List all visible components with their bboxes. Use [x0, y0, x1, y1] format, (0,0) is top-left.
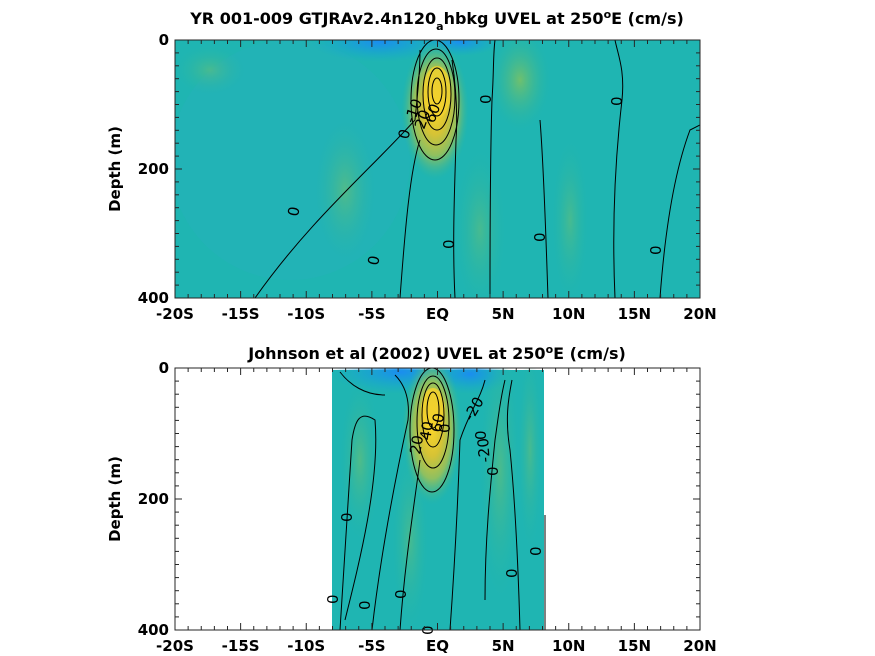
contour-label: 0 — [503, 568, 521, 578]
x-tick-label: -5S — [358, 305, 385, 323]
contour-label: 0 — [647, 245, 665, 255]
x-tick-label: 10N — [552, 637, 585, 655]
contour-label: 0 — [477, 94, 495, 104]
y-tick-label: 400 — [138, 289, 169, 307]
panel-1-field — [175, 40, 700, 298]
x-tick-label: 5N — [492, 305, 515, 323]
contour-label: 0 — [531, 232, 549, 242]
panel-2-ylabel: Depth (m) — [106, 456, 124, 542]
x-tick-label: -20S — [156, 305, 194, 323]
contour-label: 0 — [364, 254, 383, 267]
y-tick-label: 0 — [159, 31, 169, 49]
contour-label: 60 — [427, 412, 448, 434]
contour-label: 0 — [484, 466, 502, 476]
x-tick-label: 20N — [683, 305, 716, 323]
panel-1-title: YR 001-009 GTJRAv2.4n120ahbkg UVEL at 25… — [189, 8, 684, 33]
panel-1-x-ticks: -20S -15S -10S -5S EQ 5N 10N 15N 20N — [156, 40, 717, 323]
x-tick-label: -5S — [358, 637, 385, 655]
contour-label: 40 — [416, 420, 437, 442]
contour-label: 0 — [324, 594, 342, 604]
panel-1: YR 001-009 GTJRAv2.4n120ahbkg UVEL at 25… — [106, 8, 717, 323]
x-tick-label: EQ — [426, 637, 449, 655]
contour-label: 0 — [338, 512, 356, 522]
contour-label: 0 — [356, 600, 374, 610]
contour-label: 20 — [406, 434, 427, 456]
panel-1-contours — [254, 40, 700, 298]
x-tick-label: 10N — [552, 305, 585, 323]
contour-label: 20 — [411, 107, 434, 131]
x-tick-label: -20S — [156, 637, 194, 655]
x-tick-label: 15N — [618, 305, 651, 323]
panel-2-contours — [339, 368, 546, 630]
panel-1-ylabel: Depth (m) — [106, 126, 124, 212]
y-tick-label: 200 — [138, 160, 169, 178]
contour-label: -20 — [474, 437, 494, 463]
contour-label: 0 — [392, 589, 410, 599]
contour-label: 0 — [608, 96, 626, 106]
contour-label: 0 — [440, 239, 458, 249]
x-tick-label: -15S — [222, 305, 260, 323]
contour-label: 60 — [421, 101, 444, 125]
contour-label: 0 — [394, 127, 414, 141]
panel-2: Johnson et al (2002) UVEL at 250oE (cm/s… — [106, 343, 717, 655]
y-tick-label: 200 — [138, 490, 169, 508]
contour-label: 0 — [284, 205, 303, 218]
x-tick-label: 20N — [683, 637, 716, 655]
panel-2-title: Johnson et al (2002) UVEL at 250oE (cm/s… — [247, 343, 626, 363]
contour-label: 0 — [436, 423, 454, 433]
contour-label: 0 — [472, 430, 490, 440]
contour-label: 0 — [527, 546, 545, 556]
panel-2-x-ticks: -20S -15S -10S -5S EQ 5N 10N 15N 20N — [156, 368, 717, 655]
x-tick-label: -15S — [222, 637, 260, 655]
panel-1-contour-labels: -10 20 60 0 0 0 0 0 0 0 0 — [284, 94, 665, 266]
x-tick-label: -10S — [287, 305, 325, 323]
x-tick-label: EQ — [426, 305, 449, 323]
x-tick-label: 5N — [492, 637, 515, 655]
y-tick-label: 400 — [138, 621, 169, 639]
y-tick-label: 0 — [159, 359, 169, 377]
x-tick-label: -10S — [287, 637, 325, 655]
panel-2-field — [330, 368, 546, 630]
x-tick-label: 15N — [618, 637, 651, 655]
